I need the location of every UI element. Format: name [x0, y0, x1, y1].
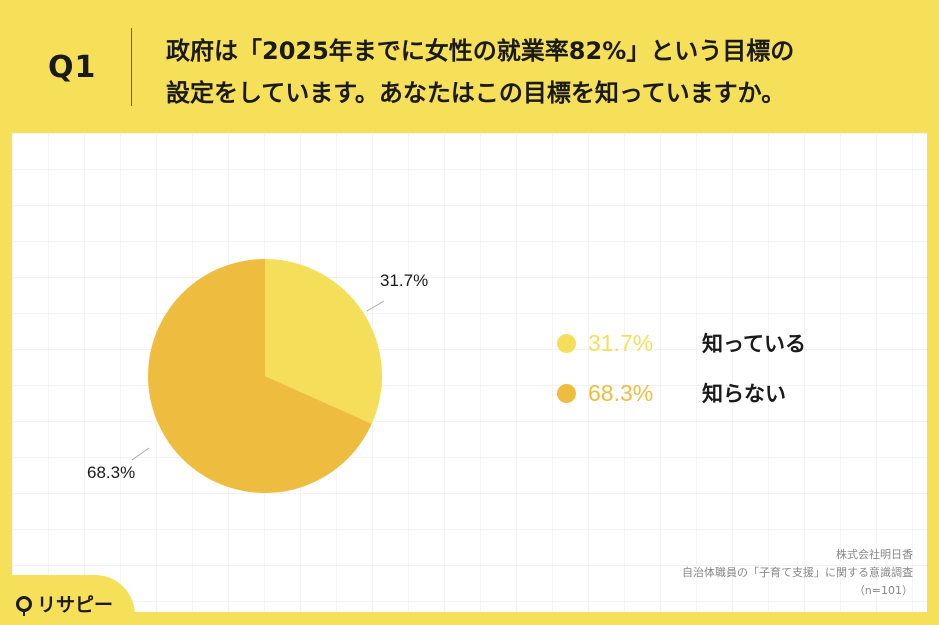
legend-dot-icon: [557, 383, 576, 403]
question-line-1: 政府は「2025年までに女性の就業率82%」という目標の: [166, 37, 795, 65]
source-company: 株式会社明日香: [836, 548, 913, 561]
brand-logo: リサピー: [16, 590, 113, 617]
pie-chart: [131, 259, 385, 493]
source-survey: 自治体職員の「子育て支援」に関する意識調査: [682, 566, 913, 579]
chart-legend: 31.7% 知っている 68.3% 知らない: [557, 318, 806, 418]
pin-icon: [16, 595, 32, 616]
legend-item-known: 31.7% 知っている: [557, 318, 806, 368]
header-divider: [131, 28, 132, 106]
question-text: 政府は「2025年までに女性の就業率82%」という目標の 設定をしています。あな…: [166, 30, 906, 114]
pie-slice-0: [265, 259, 382, 424]
pie-slice-1: [148, 259, 372, 493]
legend-item-unknown: 68.3% 知らない: [557, 368, 806, 418]
slice-label-unknown: 68.3%: [87, 463, 136, 482]
question-number: Q1: [48, 50, 97, 85]
source-footer: 株式会社明日香 自治体職員の「子育て支援」に関する意識調査 （n=101）: [682, 546, 913, 600]
legend-dot-icon: [557, 333, 576, 353]
question-line-2: 設定をしています。あなたはこの目標を知っていますか。: [166, 79, 786, 107]
logo-text: リサピー: [37, 594, 114, 616]
legend-percent: 31.7%: [588, 329, 654, 356]
slice-label-known: 31.7%: [380, 271, 429, 290]
legend-percent: 68.3%: [588, 379, 654, 406]
source-sample: （n=101）: [853, 584, 913, 597]
question-header: Q1 政府は「2025年までに女性の就業率82%」という目標の 設定をしています…: [0, 0, 939, 133]
leader-line-known: [366, 300, 385, 312]
leader-line-unknown: [131, 447, 150, 461]
legend-label: 知っている: [702, 332, 806, 356]
legend-label: 知らない: [702, 382, 786, 406]
chart-panel: 31.7% 68.3% 31.7% 知っている 68.3% 知らない 株式会社明…: [12, 133, 927, 612]
